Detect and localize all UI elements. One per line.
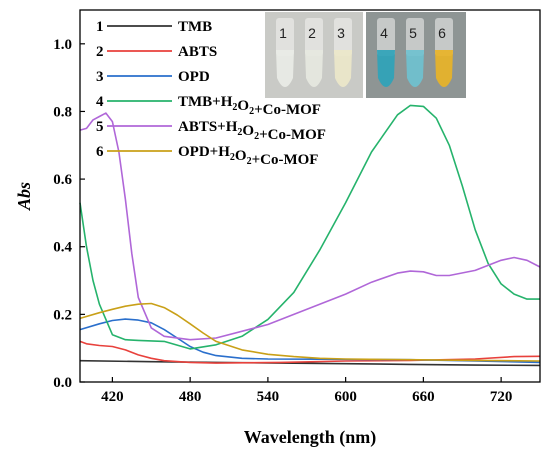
legend-label: TMB <box>178 19 212 35</box>
legend-label: OPD+H2O2+Co-MOF <box>178 144 318 168</box>
tube-cap <box>435 18 453 56</box>
series-line-4 <box>79 104 540 350</box>
x-tick-label: 660 <box>412 389 435 405</box>
legend-number: 5 <box>96 119 104 135</box>
series-line-1 <box>79 359 541 367</box>
x-tick-label: 600 <box>334 389 357 405</box>
tube-label: 6 <box>438 25 446 41</box>
x-tick-label: 720 <box>490 389 513 405</box>
legend-label: OPD <box>178 69 210 85</box>
tube-cap <box>334 18 352 56</box>
legend-number: 1 <box>96 19 104 35</box>
axis-ticks: 420 480 540 600 660 720 0.0 0.2 0.4 0.6 0.8 1.0 <box>53 37 512 405</box>
x-tick-label: 420 <box>101 389 124 405</box>
series-line-5 <box>79 112 541 341</box>
legend-number: 6 <box>96 144 104 160</box>
legend-label: TMB+H2O2+Co-MOF <box>178 94 321 118</box>
tube-label: 3 <box>337 25 345 41</box>
x-tick-label: 540 <box>257 389 280 405</box>
tube-cap <box>406 18 424 56</box>
legend-label: ABTS+H2O2+Co-MOF <box>178 119 326 143</box>
x-axis-title: Wavelength (nm) <box>244 427 377 448</box>
series-line-6 <box>79 302 541 362</box>
y-tick-label: 1.0 <box>53 37 72 53</box>
legend-number: 2 <box>96 44 104 60</box>
tube-label: 2 <box>308 25 316 41</box>
tube-liquid <box>276 50 294 87</box>
y-tick-label: 0.6 <box>53 172 72 188</box>
tube-liquid <box>406 50 424 87</box>
y-axis-title: Abs <box>14 182 34 211</box>
series-lines <box>79 104 541 367</box>
tube-cap <box>305 18 323 56</box>
y-tick-label: 0.8 <box>53 104 72 120</box>
plot-frame <box>79 9 541 383</box>
tube-label: 5 <box>409 25 417 41</box>
tube-label: 4 <box>380 25 388 41</box>
legend-label: ABTS <box>178 44 217 60</box>
tube-liquid <box>377 50 395 87</box>
y-tick-label: 0.0 <box>53 375 72 391</box>
legend-number: 4 <box>96 94 104 110</box>
y-tick-label: 0.4 <box>53 240 72 256</box>
legend-number: 3 <box>96 69 104 85</box>
tube-cap <box>377 18 395 56</box>
x-tick-label: 480 <box>179 389 202 405</box>
tube-photo-inset: 1 2 3 4 5 6 <box>265 12 466 98</box>
tube-liquid <box>305 50 323 87</box>
legend: 1 TMB 2 ABTS 3 OPD 4 TMB+H2O2+Co-MOF 5 ABTS+H2O2+… <box>96 19 326 168</box>
y-tick-label: 0.2 <box>53 307 72 323</box>
tube-liquid <box>334 50 352 87</box>
tube-cap <box>276 18 294 56</box>
tube-label: 1 <box>279 25 287 41</box>
tube-liquid <box>435 50 453 87</box>
